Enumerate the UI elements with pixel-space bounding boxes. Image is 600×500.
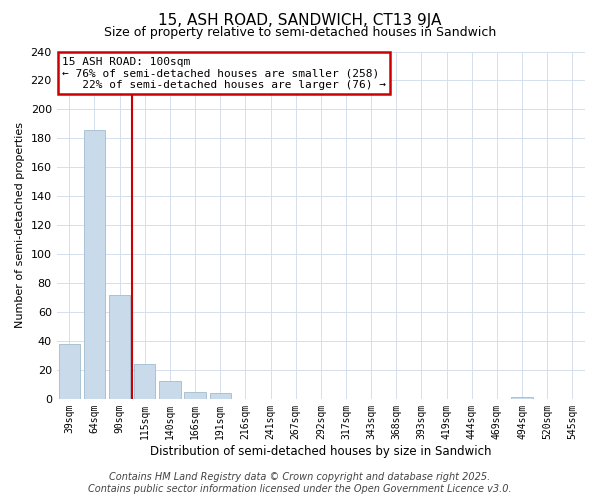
Bar <box>109 294 130 399</box>
Bar <box>209 393 231 399</box>
Bar <box>184 392 206 399</box>
Text: 15 ASH ROAD: 100sqm
← 76% of semi-detached houses are smaller (258)
   22% of se: 15 ASH ROAD: 100sqm ← 76% of semi-detach… <box>62 56 386 90</box>
Text: 15, ASH ROAD, SANDWICH, CT13 9JA: 15, ASH ROAD, SANDWICH, CT13 9JA <box>158 12 442 28</box>
Bar <box>134 364 155 399</box>
Bar <box>159 382 181 399</box>
Bar <box>511 398 533 399</box>
Y-axis label: Number of semi-detached properties: Number of semi-detached properties <box>15 122 25 328</box>
Text: Contains HM Land Registry data © Crown copyright and database right 2025.
Contai: Contains HM Land Registry data © Crown c… <box>88 472 512 494</box>
Bar <box>84 130 105 399</box>
Text: Size of property relative to semi-detached houses in Sandwich: Size of property relative to semi-detach… <box>104 26 496 39</box>
X-axis label: Distribution of semi-detached houses by size in Sandwich: Distribution of semi-detached houses by … <box>150 444 491 458</box>
Bar <box>59 344 80 399</box>
